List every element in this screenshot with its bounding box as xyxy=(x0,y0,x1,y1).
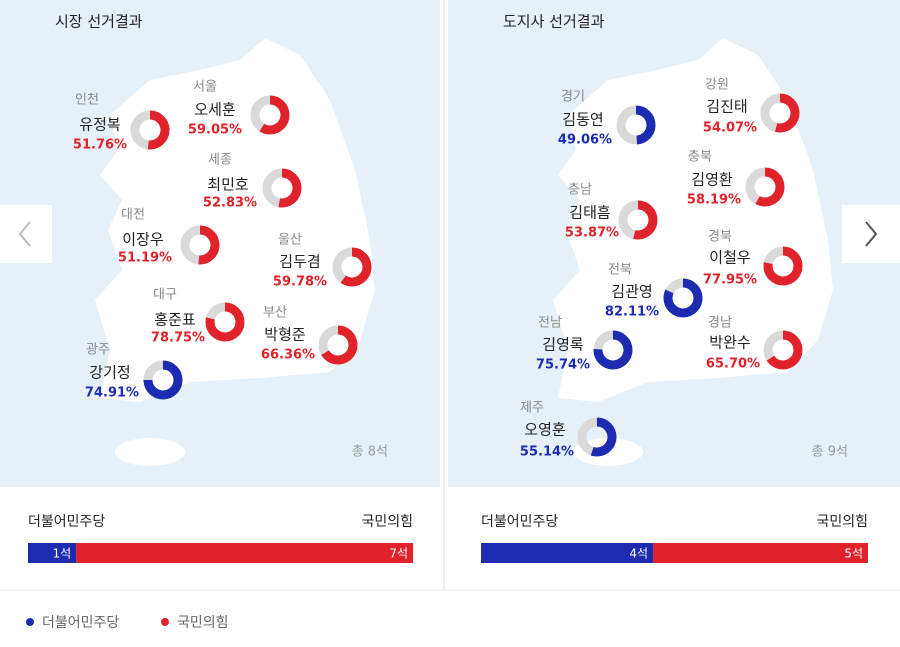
region-label: 서울 xyxy=(193,80,217,95)
vote-share: 82.11% xyxy=(605,305,659,320)
region-label: 충북 xyxy=(688,150,712,165)
vote-share: 75.74% xyxy=(536,358,590,373)
next-icon xyxy=(865,221,878,247)
seat-bar xyxy=(481,543,653,563)
legend-dot xyxy=(161,618,169,626)
vote-share: 51.76% xyxy=(73,138,127,153)
donut-arc xyxy=(143,360,183,400)
seat-label: 4석 xyxy=(629,547,648,561)
vote-share: 74.91% xyxy=(85,386,139,401)
legend-label: 더불어민주당 xyxy=(42,615,119,631)
region-label: 전남 xyxy=(538,316,562,331)
candidate-name: 강기정 xyxy=(89,364,130,382)
candidate-name: 김영환 xyxy=(691,171,733,189)
prev-icon xyxy=(18,221,31,247)
vote-share: 78.75% xyxy=(151,331,205,346)
region-label: 부산 xyxy=(263,306,287,321)
candidate-name: 오영훈 xyxy=(524,421,565,439)
donut-arc xyxy=(763,330,803,370)
candidate-name: 이장우 xyxy=(122,231,164,249)
candidate-name: 박형준 xyxy=(264,326,306,344)
donut-arc xyxy=(180,225,220,265)
vote-share: 51.19% xyxy=(118,251,172,266)
candidate-name: 오세훈 xyxy=(194,101,235,119)
vote-share: 58.19% xyxy=(687,193,741,208)
donut-arc xyxy=(318,325,358,365)
vote-share: 54.07% xyxy=(703,121,757,136)
party-label: 더불어민주당 xyxy=(481,514,558,530)
prev-button[interactable] xyxy=(0,205,52,263)
party-label: 더불어민주당 xyxy=(28,514,105,530)
region-label: 경남 xyxy=(708,316,732,331)
donut-arc xyxy=(130,110,170,150)
donut-arc xyxy=(593,330,633,370)
panel-title: 시장 선거결과 xyxy=(55,13,143,31)
donut-arc xyxy=(262,168,302,208)
party-label: 국민의힘 xyxy=(816,514,868,530)
candidate-name: 김영록 xyxy=(542,336,584,354)
region-label: 전북 xyxy=(608,263,632,278)
vote-share: 52.83% xyxy=(203,196,257,211)
legend-label: 국민의힘 xyxy=(177,615,229,631)
candidate-name: 김두겸 xyxy=(279,253,320,271)
vote-share: 53.87% xyxy=(565,226,619,241)
region-label: 대전 xyxy=(121,208,145,223)
seat-total: 총 8석 xyxy=(352,445,388,460)
donut-arc xyxy=(616,105,656,145)
candidate-name: 김진태 xyxy=(706,98,747,116)
panel-title: 도지사 선거결과 xyxy=(503,13,605,31)
candidate-name: 김동연 xyxy=(562,111,603,129)
vote-share: 59.05% xyxy=(188,123,242,138)
seat-bar xyxy=(76,543,413,563)
vote-share: 77.95% xyxy=(703,273,757,288)
donut-arc xyxy=(745,167,785,207)
candidate-name: 유정복 xyxy=(79,116,120,134)
region-label: 강원 xyxy=(705,78,729,93)
donut-arc xyxy=(332,247,372,287)
seat-label: 7석 xyxy=(389,547,408,561)
region-label: 충남 xyxy=(568,183,592,198)
region-label: 경북 xyxy=(708,230,732,245)
candidate-name: 최민호 xyxy=(207,176,249,194)
vote-share: 65.70% xyxy=(706,357,760,372)
candidate-name: 김태흠 xyxy=(569,204,610,222)
party-label: 국민의힘 xyxy=(361,514,413,530)
vote-share: 49.06% xyxy=(558,133,612,148)
donut-arc xyxy=(763,246,803,286)
seat-total: 총 9석 xyxy=(812,445,848,460)
vote-share: 66.36% xyxy=(261,348,315,363)
donut-arc xyxy=(577,417,617,457)
legend-dot xyxy=(26,618,34,626)
seat-bar xyxy=(653,543,868,563)
seat-label: 1석 xyxy=(52,547,71,561)
donut-arc xyxy=(618,200,658,240)
vote-share: 55.14% xyxy=(520,445,574,460)
candidate-name: 박완수 xyxy=(709,334,750,352)
seat-label: 5석 xyxy=(844,547,863,561)
vote-share: 59.78% xyxy=(273,275,327,290)
region-label: 세종 xyxy=(208,153,232,168)
candidate-name: 김관영 xyxy=(611,283,652,301)
donut-arc xyxy=(663,278,703,318)
next-button[interactable] xyxy=(842,205,900,263)
region-label: 대구 xyxy=(153,288,177,303)
candidate-name: 이철우 xyxy=(709,249,751,267)
region-label: 광주 xyxy=(86,343,110,358)
region-label: 인천 xyxy=(75,93,99,108)
region-label: 경기 xyxy=(561,90,585,105)
donut-arc xyxy=(760,93,800,133)
jeju-map xyxy=(115,438,185,466)
seat-bar xyxy=(28,543,77,563)
donut-arc xyxy=(250,95,290,135)
region-label: 제주 xyxy=(520,401,544,416)
donut-arc xyxy=(205,302,245,342)
region-label: 울산 xyxy=(278,233,302,248)
candidate-name: 홍준표 xyxy=(154,311,196,329)
